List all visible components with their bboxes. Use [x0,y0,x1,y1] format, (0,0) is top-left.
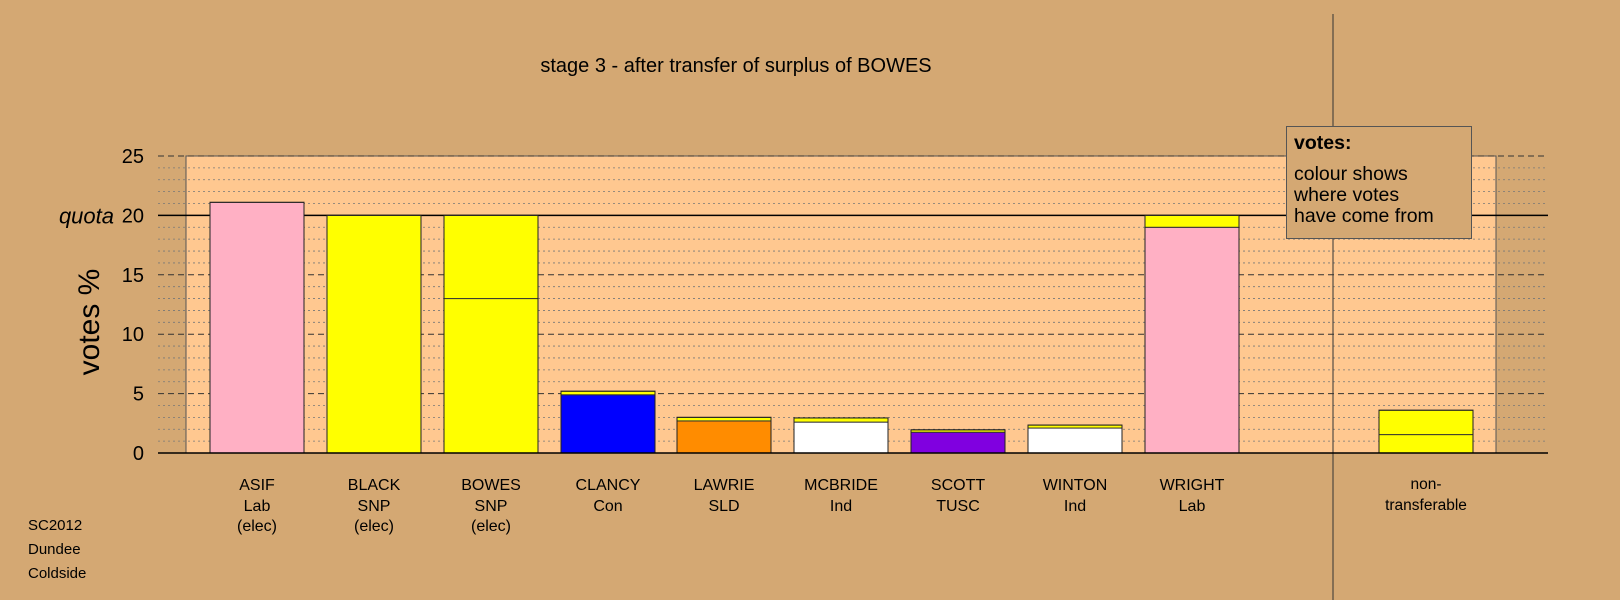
bar-black-segment [326,214,422,454]
footer-election: SC2012 [28,517,83,534]
x-label-party-asif: Lab [244,498,271,515]
x-label-nontransferable-1: non- [1410,476,1441,493]
quota-label: quota [59,203,114,228]
legend-line-1: colour shows [1294,163,1408,185]
bar-lawrie-segment [676,416,772,422]
x-label-party-wright: Lab [1179,498,1206,515]
y-tick-label: 20 [122,205,144,227]
bar-clancy-segment [560,390,656,396]
bar-clancy-segment [560,394,656,454]
x-label-name-bowes: BOWES [461,477,521,494]
y-tick-label: 5 [133,384,144,406]
chart-title: stage 3 - after transfer of surplus of B… [540,55,931,77]
y-tick-label: 0 [133,443,144,465]
bar-nontransferable-segment [1378,434,1474,454]
x-label-name-mcbride: MCBRIDE [804,477,878,494]
bar-bowes-segment [443,298,539,454]
bar-asif-segment [209,201,305,454]
bar-wright-segment [1144,214,1240,228]
x-label-party-mcbride: Ind [830,498,852,515]
legend-line-3: have come from [1294,205,1434,227]
x-label-party-lawrie: SLD [708,498,739,515]
x-label-note-black: (elec) [354,518,394,535]
x-label-name-wright: WRIGHT [1160,477,1225,494]
bar-winton-segment [1027,427,1123,454]
x-label-party-clancy: Con [593,498,622,515]
bar-mcbride-segment [793,421,889,454]
x-label-name-winton: WINTON [1043,477,1108,494]
legend-line-2: where votes [1294,184,1400,206]
bar-mcbride-segment [793,417,889,423]
x-label-note-bowes: (elec) [471,518,511,535]
x-label-party-scott: TUSC [936,498,980,515]
bar-nontransferable-segment [1378,409,1474,436]
x-label-party-black: SNP [358,498,391,515]
bar-lawrie-segment [676,420,772,454]
legend-box: votes: colour shows where votes have com… [1286,126,1472,239]
bar-bowes-segment [443,214,539,300]
footer-council: Dundee [28,541,81,558]
x-label-name-black: BLACK [348,477,401,494]
footer-ward: Coldside [28,565,87,582]
y-axis-label: votes % [73,269,106,376]
legend-title: votes: [1294,132,1352,154]
footer-info: SC2012 Dundee Coldside [28,514,86,586]
x-label-name-lawrie: LAWRIE [694,477,755,494]
bar-scott-segment [910,431,1006,454]
x-label-party-winton: Ind [1064,498,1086,515]
x-label-party-bowes: SNP [475,498,508,515]
y-tick-label: 15 [122,265,144,287]
x-label-name-clancy: CLANCY [576,477,641,494]
x-label-note-asif: (elec) [237,518,277,535]
bar-wright-segment [1144,226,1240,454]
x-label-name-asif: ASIF [239,477,275,494]
y-tick-label: 10 [122,324,144,346]
x-label-name-scott: SCOTT [931,477,985,494]
y-tick-label: 25 [122,146,144,168]
x-label-nontransferable-2: transferable [1385,497,1467,514]
